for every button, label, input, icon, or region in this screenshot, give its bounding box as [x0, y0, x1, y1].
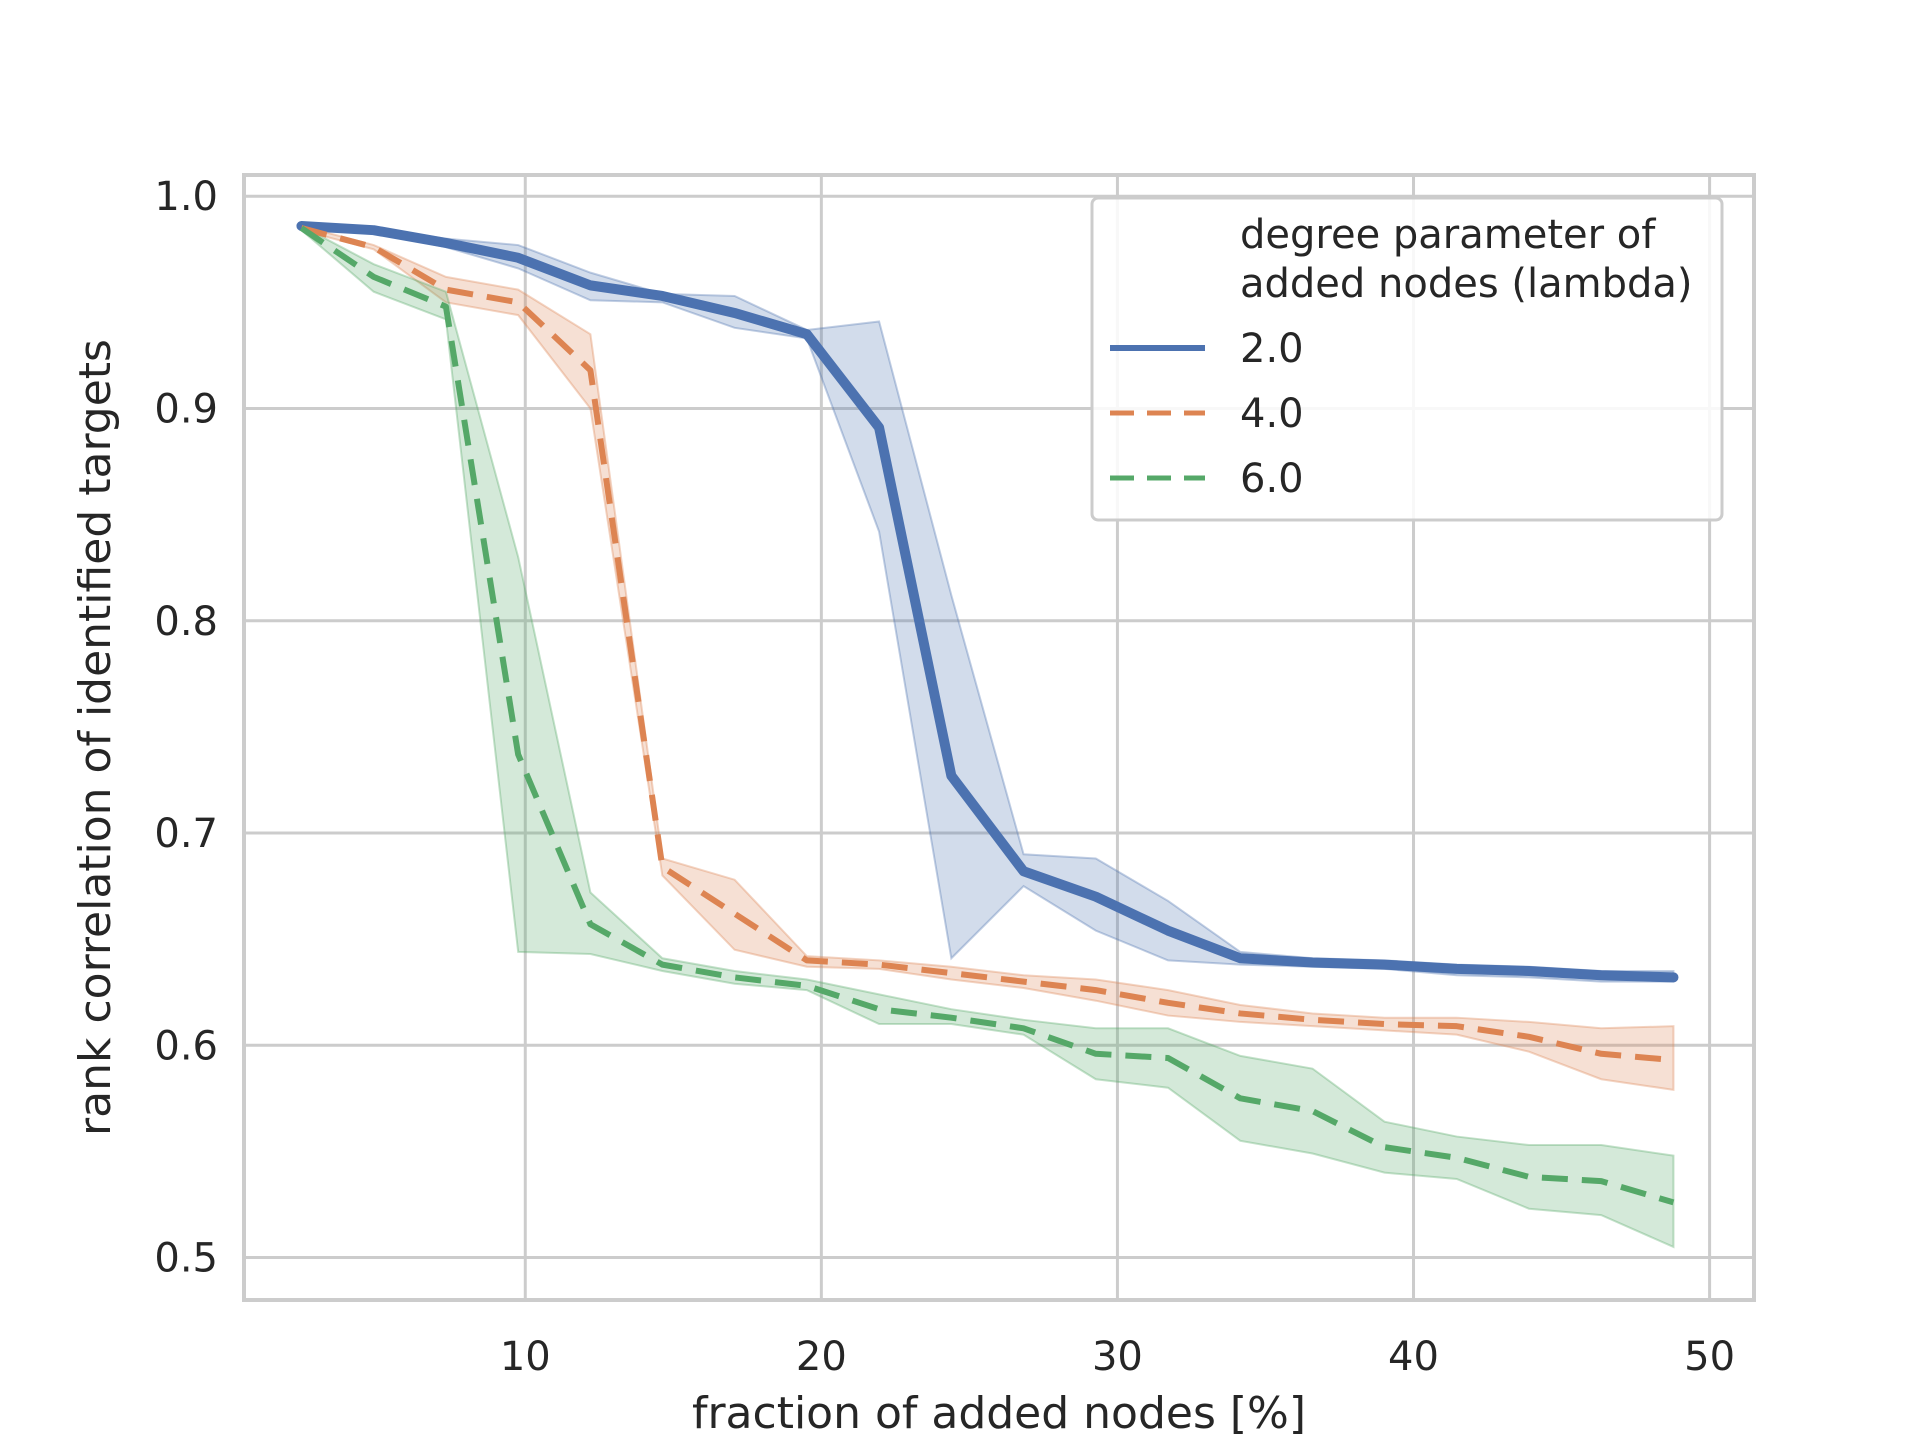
line-series-2.0	[296, 220, 1679, 983]
x-axis-label: fraction of added nodes [%]	[692, 1388, 1306, 1439]
series-lines	[296, 220, 1679, 1206]
y-axis-label: rank correlation of identified targets	[70, 339, 121, 1136]
plot-frame	[242, 173, 1756, 1302]
legend-item-2.0: 2.0	[1110, 326, 1304, 372]
legend-label-4.0: 4.0	[1240, 391, 1304, 437]
legend-box	[1090, 196, 1724, 522]
legend-items: 2.0 4.0 6.0	[1110, 326, 1304, 502]
y-tick-label-1.0: 1.0	[154, 174, 218, 220]
legend-item-4.0: 4.0	[1110, 391, 1304, 437]
band-series-6.0	[300, 224, 1675, 1249]
x-axis-ticks: 10 20 30 40 50	[500, 1334, 1735, 1380]
legend-item-6.0: 6.0	[1110, 456, 1304, 502]
y-tick-label-0.8: 0.8	[154, 599, 218, 645]
x-tick-label-40: 40	[1388, 1334, 1439, 1380]
x-tick-label-30: 30	[1092, 1334, 1143, 1380]
x-tick-label-20: 20	[796, 1334, 847, 1380]
y-tick-label-0.9: 0.9	[154, 386, 218, 432]
y-tick-label-0.5: 0.5	[154, 1236, 218, 1282]
x-tick-label-10: 10	[500, 1334, 551, 1380]
y-tick-label-0.6: 0.6	[154, 1023, 218, 1069]
y-tick-label-0.7: 0.7	[154, 811, 218, 857]
y-axis-ticks: 0.5 0.6 0.7 0.8 0.9 1.0	[154, 174, 218, 1281]
legend-title-line-2: added nodes (lambda)	[1240, 261, 1692, 307]
legend-title-line-1: degree parameter of	[1240, 212, 1656, 258]
x-tick-label-50: 50	[1684, 1334, 1735, 1380]
line-series-6.0	[299, 225, 1675, 1206]
line-series-4.0	[300, 225, 1674, 1064]
legend-label-2.0: 2.0	[1240, 326, 1304, 372]
band-series-4.0	[300, 224, 1675, 1092]
legend-label-6.0: 6.0	[1240, 456, 1304, 502]
legend: degree parameter of added nodes (lambda)…	[1090, 196, 1724, 522]
